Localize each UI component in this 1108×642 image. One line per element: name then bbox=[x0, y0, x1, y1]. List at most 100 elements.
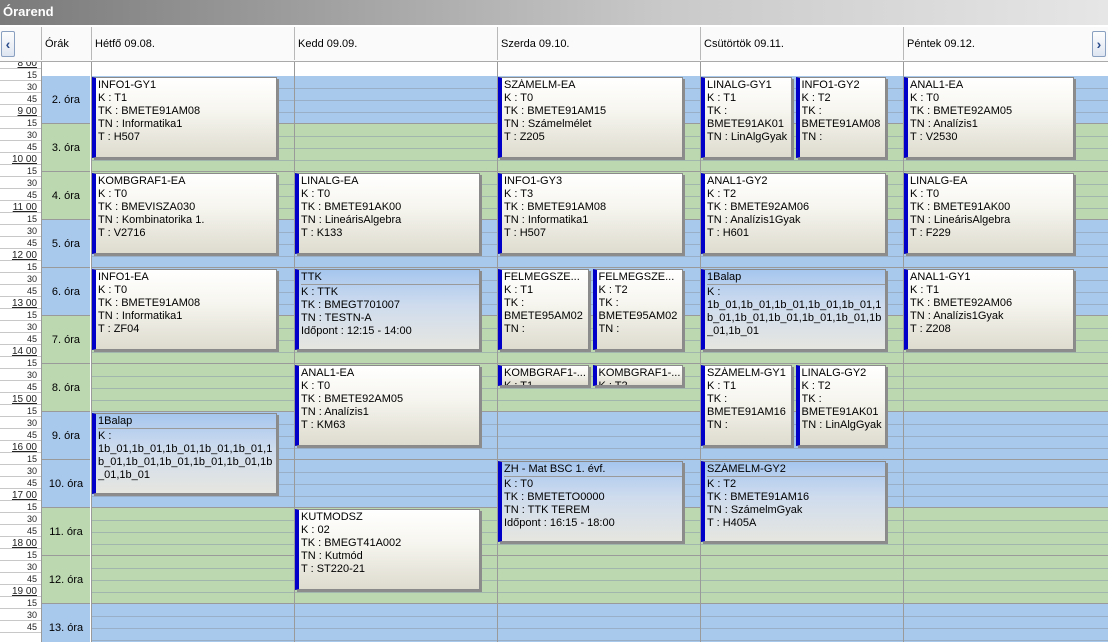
event-card[interactable]: FELMEGSZE... K : T2 TK : BMETE95AM02 TN : bbox=[592, 269, 683, 350]
event-detail: T : V2530 bbox=[910, 131, 958, 143]
day-separator bbox=[91, 62, 92, 642]
event-detail: TK : bbox=[504, 297, 525, 309]
event-detail: TK : BMETE92AM06 bbox=[707, 201, 810, 213]
day-separator bbox=[497, 62, 498, 642]
event-card[interactable]: ZH - Mat BSC 1. évf. K : T0 TK : BMETETO00… bbox=[498, 461, 683, 542]
time-tick: 15 bbox=[0, 454, 41, 465]
event-card[interactable]: INFO1-GY2 K : T2 TK : BMETE91AM08 TN : bbox=[795, 77, 886, 158]
event-detail: BMETE91AK01 bbox=[801, 406, 879, 418]
event-detail: K : T2 bbox=[801, 92, 831, 104]
event-detail: TK : BMETE91AM15 bbox=[504, 105, 607, 117]
event-detail: T : Z205 bbox=[504, 131, 545, 143]
previous-week-button[interactable]: ‹ bbox=[1, 31, 15, 57]
event-detail: TK : BMEVISZA030 bbox=[98, 201, 196, 213]
time-tick: 10 00 bbox=[0, 154, 41, 165]
time-tick: 15 bbox=[0, 502, 41, 513]
event-card[interactable]: ANAL1-EA K : T0 TK : BMETE92AM05 TN : Analí… bbox=[904, 77, 1074, 158]
day-header-thursday[interactable]: Csütörtök 09.11. bbox=[700, 27, 903, 60]
day-header-monday[interactable]: Hétfő 09.08. bbox=[91, 27, 294, 60]
event-detail: TK : BMETE92AM05 bbox=[910, 105, 1013, 117]
event-card[interactable]: ANAL1-EA K : T0 TK : BMETE92AM05 TN : Analí… bbox=[295, 365, 480, 446]
event-detail: TN : bbox=[504, 323, 525, 335]
hours-column-header: Órák bbox=[41, 27, 91, 60]
time-tick: 15 bbox=[0, 70, 41, 81]
event-detail: TN : bbox=[707, 419, 728, 431]
event-detail: T : KM63 bbox=[301, 419, 346, 431]
time-tick: 45 bbox=[0, 478, 41, 489]
event-detail: BMETE91AM16 bbox=[707, 406, 786, 418]
event-card[interactable]: ANAL1-GY1 K : T1 TK : BMETE92AM06 TN : Anal… bbox=[904, 269, 1074, 350]
time-tick: 30 bbox=[0, 514, 41, 525]
event-card[interactable]: SZÁMELM-GY2 K : T2 TK : BMETE91AM16 TN : Sz… bbox=[701, 461, 886, 542]
time-tick: 30 bbox=[0, 610, 41, 621]
day-header-tuesday[interactable]: Kedd 09.09. bbox=[294, 27, 497, 60]
quarter-line bbox=[91, 592, 1108, 593]
event-detail: TN : LineárisAlgebra bbox=[301, 214, 402, 226]
time-tick: 12 00 bbox=[0, 250, 41, 261]
event-detail: K : T2 bbox=[598, 380, 628, 386]
event-card[interactable]: INFO1-GY1 K : T1 TK : BMETE91AM08 TN : Info… bbox=[92, 77, 277, 158]
event-title: LINALG-GY1 bbox=[707, 79, 772, 91]
event-detail: TK : BMETE91AM08 bbox=[98, 297, 201, 309]
event-title: LINALG-EA bbox=[910, 175, 968, 187]
lesson-label: 3. óra bbox=[42, 124, 90, 172]
time-tick: 16 00 bbox=[0, 442, 41, 453]
next-week-button[interactable]: › bbox=[1092, 31, 1106, 57]
time-tick: 18 00 bbox=[0, 538, 41, 549]
event-detail: TK : BMETE91AM16 bbox=[707, 491, 810, 503]
event-detail: K : T0 bbox=[504, 478, 534, 490]
quarter-line bbox=[91, 568, 1108, 569]
event-detail: T : K133 bbox=[301, 227, 343, 239]
event-card[interactable]: KOMBGRAF1-EA K : T0 TK : BMEVISZA030 TN : K… bbox=[92, 173, 277, 254]
event-card[interactable]: INFO1-EA K : T0 TK : BMETE91AM08 TN : Infor… bbox=[92, 269, 277, 350]
event-card[interactable]: SZÁMELM-GY1 K : T1 TK : BMETE91AM16 TN : bbox=[701, 365, 792, 446]
event-detail: TN : LinAlgGyak bbox=[707, 131, 788, 143]
time-tick: 45 bbox=[0, 190, 41, 201]
event-detail: K : bbox=[707, 286, 721, 298]
day-header-friday[interactable]: Péntek 09.12. bbox=[903, 27, 1091, 60]
event-detail: T : H507 bbox=[98, 131, 140, 143]
event-card[interactable]: 1Balap K :1b_01,1b_01,1b_01,1b_01,1b_01,1… bbox=[701, 269, 886, 350]
event-card[interactable]: ANAL1-GY2 K : T2 TK : BMETE92AM06 TN : Anal… bbox=[701, 173, 886, 254]
lesson-row[interactable] bbox=[91, 604, 1108, 642]
event-card[interactable]: LINALG-EA K : T0 TK : BMETE91AK00 TN : Line… bbox=[904, 173, 1074, 254]
lesson-label: 12. óra bbox=[42, 556, 90, 604]
day-header-wednesday[interactable]: Szerda 09.10. bbox=[497, 27, 700, 60]
schedule-grid[interactable]: 8 00 15 30 45 9 00 15 30 45 10 00 15 30 45 11 00 15 30… bbox=[0, 62, 1108, 642]
event-card[interactable]: 1Balap K :1b_01,1b_01,1b_01,1b_01,1b_01,1… bbox=[92, 413, 277, 494]
lesson-label: 7. óra bbox=[42, 316, 90, 364]
event-detail: BMETE91AK01 bbox=[707, 118, 785, 130]
quarter-line bbox=[91, 448, 1108, 449]
event-title: LINALG-EA bbox=[301, 175, 359, 187]
event-detail: 1b_01,1b_01,1b_01,1b_01,1b_01,1b_01,1b_0… bbox=[98, 443, 273, 481]
event-card[interactable]: SZÁMELM-EA K : T0 TK : BMETE91AM15 TN : Szá… bbox=[498, 77, 683, 158]
event-card[interactable]: LINALG-GY2 K : T2 TK : BMETE91AK01 TN : LinA… bbox=[795, 365, 886, 446]
event-title: 1Balap bbox=[707, 271, 885, 285]
event-detail: TN : Analízis1Gyak bbox=[707, 214, 801, 226]
event-title: INFO1-GY3 bbox=[504, 175, 563, 187]
event-card[interactable]: LINALG-EA K : T0 TK : BMETE91AK00 TN : Line… bbox=[295, 173, 480, 254]
lesson-label: 11. óra bbox=[42, 508, 90, 556]
day-separator bbox=[294, 62, 295, 642]
day-separator bbox=[700, 62, 701, 642]
event-detail: TK : bbox=[598, 297, 619, 309]
quarter-line bbox=[91, 616, 1108, 617]
event-card[interactable]: INFO1-GY3 K : T3 TK : BMETE91AM08 TN : Info… bbox=[498, 173, 683, 254]
event-card[interactable]: KOMBGRAF1-... K : T2 bbox=[592, 365, 683, 386]
event-detail: TN : LinAlgGyak bbox=[801, 419, 882, 431]
event-card[interactable]: TTK K : TTK TK : BMEGT701007 TN : TESTN-A Id… bbox=[295, 269, 480, 350]
event-card[interactable]: KUTMODSZ K : 02 TK : BMEGT41A002 TN : Kutmó… bbox=[295, 509, 480, 590]
event-card[interactable]: LINALG-GY1 K : T1 TK : BMETE91AK01 TN : LinA… bbox=[701, 77, 792, 158]
time-tick: 19 00 bbox=[0, 586, 41, 597]
lesson-label: 5. óra bbox=[42, 220, 90, 268]
event-card[interactable]: KOMBGRAF1-... K : T1 bbox=[498, 365, 589, 386]
event-card[interactable]: FELMEGSZE... K : T1 TK : BMETE95AM02 TN : bbox=[498, 269, 589, 350]
event-title: SZÁMELM-EA bbox=[504, 79, 576, 91]
event-detail: K : T2 bbox=[707, 478, 737, 490]
time-tick: 30 bbox=[0, 418, 41, 429]
time-tick: 45 bbox=[0, 238, 41, 249]
time-tick: 15 bbox=[0, 262, 41, 273]
event-detail: K : T1 bbox=[98, 92, 128, 104]
event-detail: K : T1 bbox=[910, 284, 940, 296]
time-tick: 45 bbox=[0, 94, 41, 105]
